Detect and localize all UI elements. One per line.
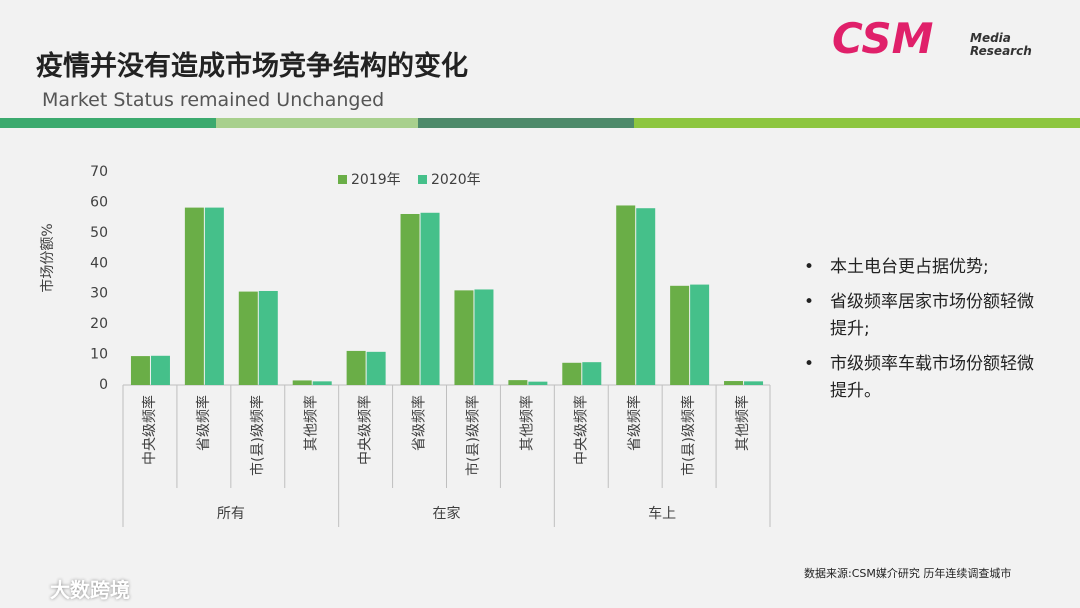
stripe [216,118,418,128]
legend-label: 2020年 [431,172,481,188]
x-tick-label: 其他频率 [303,395,320,451]
x-tick-label: 其他频率 [734,395,751,451]
bar [258,290,278,385]
x-tick-label: 中央级频率 [572,395,589,465]
logo-line: Media [970,31,1011,45]
title: 疫情并没有造成市场竞争结构的变化 [36,51,468,82]
bullet-dot: • [804,354,815,374]
stripe [418,118,634,128]
x-tick-label: 市(县)级频率 [464,395,481,476]
y-tick-label: 0 [99,377,108,393]
bar [670,285,690,385]
y-tick-label: 60 [90,194,108,210]
y-tick-label: 20 [90,316,108,332]
y-tick-label: 30 [90,286,108,302]
bar [454,290,474,385]
x-tick-label: 省级频率 [195,395,212,451]
bar [312,381,332,385]
watermark: 大数跨境 [50,578,130,602]
bar [400,213,420,385]
bar [420,212,440,385]
x-tick-label: 其他频率 [518,395,535,451]
bullet: • 省级频率居家市场份额轻微提升; [800,289,1040,343]
bar [508,380,528,385]
bar [474,289,494,385]
bullet-text: 省级频率居家市场份额轻微提升; [830,292,1034,339]
legend-swatch [418,175,427,184]
bar [184,207,204,385]
group-label: 车上 [648,505,676,522]
bar [238,291,258,385]
bar [130,356,150,385]
x-tick-label: 市(县)级频率 [249,395,266,476]
group-label: 所有 [217,506,245,522]
bar [346,350,366,385]
y-tick-label: 40 [90,255,108,271]
bullet-dot: • [804,292,815,312]
stripe [0,118,216,128]
y-tick-label: 10 [90,347,108,363]
bullet-list: • 本土电台更占据优势; • 省级频率居家市场份额轻微提升; • 市级频率车载市场份额轻微… [800,254,1040,413]
x-tick-label: 市(县)级频率 [680,395,697,476]
bar [582,362,602,385]
logo-text: Media Research [970,32,1032,58]
x-tick-label: 中央级频率 [357,395,374,465]
bar [150,355,170,385]
x-tick-label: 中央级频率 [141,395,158,465]
bar [292,380,312,385]
subtitle: Market Status remained Unchanged [42,89,385,111]
y-tick-label: 70 [90,164,108,180]
bar [636,208,656,385]
legend-swatch [338,175,347,184]
bar [744,381,764,385]
x-tick-label: 省级频率 [626,395,643,451]
bullet-text: 本土电台更占据优势; [830,257,989,277]
stripe [634,118,1080,128]
bar [690,284,710,385]
group-label: 在家 [433,505,461,522]
bar [616,205,636,385]
bullet-dot: • [804,257,815,277]
bullet: • 本土电台更占据优势; [800,254,1040,281]
bar [724,381,744,385]
bar [366,351,386,385]
x-tick-label: 省级频率 [411,395,428,451]
source: 数据来源:CSM媒介研究 历年连续调查城市 [804,567,1012,580]
bar [562,362,582,385]
legend-label: 2019年 [351,172,401,188]
logo-brand: CSM [832,14,934,63]
bar [204,207,224,385]
bar [528,381,548,385]
y-axis-label: 市场份额% [39,223,56,292]
bullet: • 市级频率车载市场份额轻微提升。 [800,351,1040,405]
bullet-text: 市级频率车载市场份额轻微提升。 [830,354,1034,401]
logo-line: Research [970,44,1032,58]
y-tick-label: 50 [90,225,108,241]
